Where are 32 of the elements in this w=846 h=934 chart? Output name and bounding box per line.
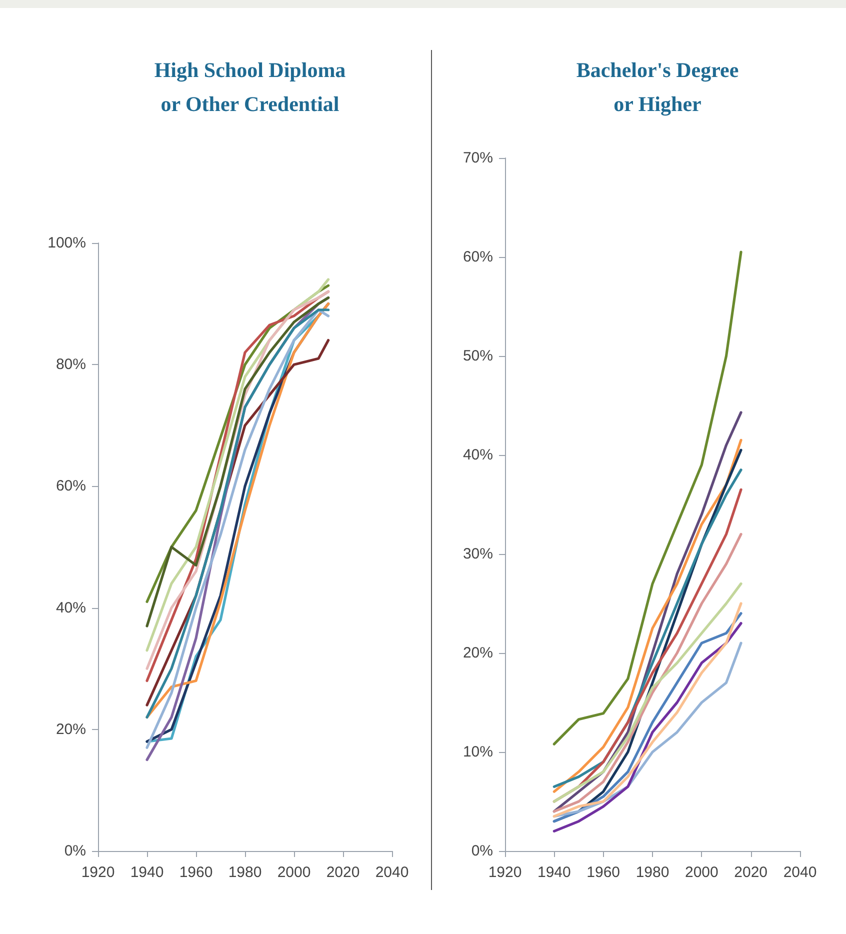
y-tick-label: 60% [56,478,86,495]
y-tick-label: 0% [471,842,493,860]
y-tick-label: 80% [56,356,86,374]
x-tick-label: 2020 [326,864,360,881]
y-tick-label: 40% [462,446,493,464]
y-tick-label: 30% [462,546,493,562]
x-tick-label: 1960 [586,864,620,881]
x-tick-label: 1980 [636,864,670,881]
x-tick-label: 2020 [734,864,768,881]
line-series [552,250,742,746]
x-tick-label: 2000 [277,864,311,881]
x-tick-label: 2040 [783,864,817,881]
chart-title: Bachelor's Degree or Higher [576,58,739,116]
x-tick-label: 2000 [684,864,718,881]
line-series [552,532,742,813]
x-tick-label: 2040 [375,864,409,881]
x-tick-label: 1920 [488,864,522,881]
chart-title: High School Diploma or Other Credential [154,58,346,116]
y-tick-label: 40% [56,599,86,616]
x-tick-label: 1940 [130,864,164,881]
y-tick-label: 20% [462,644,493,662]
x-tick-label: 1960 [179,864,213,881]
y-tick-label: 70% [462,150,493,166]
y-tick-label: 100% [48,234,86,252]
y-tick-label: 10% [462,744,493,760]
x-tick-label: 1920 [81,864,115,881]
x-tick-label: 1940 [537,864,571,881]
y-tick-label: 20% [56,720,86,738]
y-tick-label: 0% [64,842,86,860]
y-tick-label: 60% [462,248,493,266]
x-tick-label: 1980 [228,864,262,881]
y-tick-label: 50% [462,348,493,364]
